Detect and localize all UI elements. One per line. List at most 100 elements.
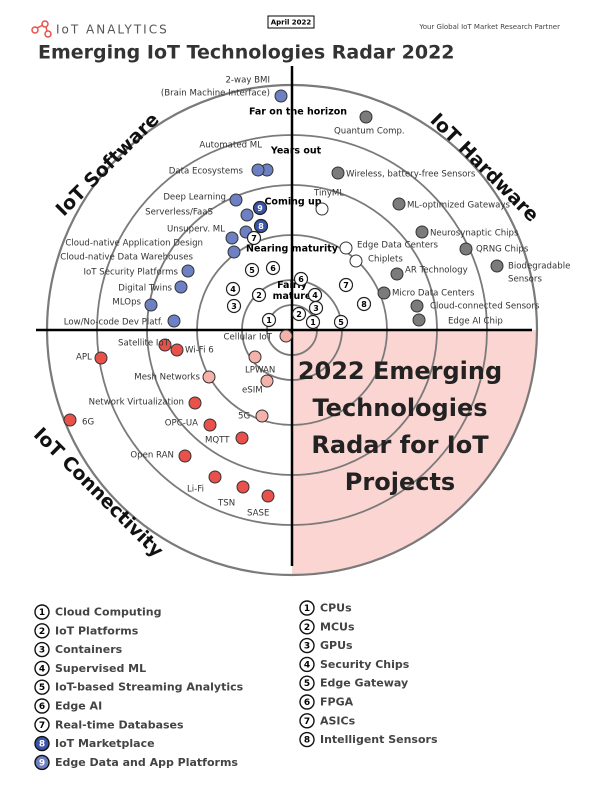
quadrant-label: IoT Software [52, 109, 164, 221]
technology-dot [144, 298, 158, 312]
technology-label: OPC-UA [165, 419, 198, 429]
technology-dot [390, 267, 404, 281]
technology-label: Open RAN [130, 451, 174, 461]
technology-dot [167, 314, 181, 328]
legend-number: 5 [39, 683, 45, 693]
number-label: 8 [361, 300, 367, 309]
legend-label: IoT-based Streaming Analytics [55, 681, 244, 694]
technology-dot [261, 489, 275, 503]
center-text: Projects [345, 468, 455, 496]
technology-label: AR Technology [405, 266, 468, 276]
technology-dot [188, 396, 202, 410]
technology-dot [236, 480, 250, 494]
ring-label: Fairly [277, 280, 308, 291]
technology-label: Cloud-native Application Design [65, 239, 203, 249]
number-dot [252, 200, 268, 216]
technology-dot [158, 338, 172, 352]
number-label: 2 [296, 310, 302, 319]
technology-label: Mesh Networks [134, 373, 200, 383]
legend-number-dot [34, 735, 50, 752]
technology-dot [181, 264, 195, 278]
technology-label: Wi-Fi 6 [185, 346, 214, 356]
technology-label: 6G [82, 418, 94, 428]
legend-number-dot [34, 604, 50, 620]
legend-label: Intelligent Sensors [320, 733, 438, 746]
number-dot [308, 300, 324, 316]
technology-label: MLOps [112, 298, 141, 308]
technology-dot [240, 208, 254, 222]
number-dot [305, 314, 321, 330]
legend-label: FPGA [320, 696, 354, 709]
technology-label: eSIM [242, 386, 263, 396]
technology-label: TSN [217, 499, 235, 509]
number-label: 6 [298, 275, 304, 284]
ring-label: Nearing maturity [246, 244, 339, 255]
center-text: 2022 Emerging [298, 357, 502, 385]
date: April 2022 [271, 19, 312, 27]
title: Emerging IoT Technologies Radar 2022 [38, 42, 455, 64]
technology-label: Sensors [508, 275, 542, 285]
legend-number-dot [34, 679, 50, 695]
technology-dot [349, 254, 363, 268]
technology-label: Cellular IoT [224, 333, 273, 343]
technology-dot [274, 89, 288, 103]
center-text: Radar for IoT [311, 431, 489, 459]
technology-label: MQTT [205, 436, 230, 446]
technology-label: Edge AI Chip [448, 317, 503, 327]
technology-dot [94, 351, 108, 365]
ring-label: Far on the horizon [249, 107, 347, 118]
legend-number: 2 [39, 627, 45, 637]
technology-dot [392, 197, 406, 211]
technology-label: Serverless/FaaS [145, 208, 213, 218]
legend-number-dot [299, 637, 315, 654]
legend-label: CPUs [320, 602, 352, 615]
technology-label: Cloud-connected Sensors [430, 302, 540, 312]
technology-dot [174, 280, 188, 294]
legend: 1 Cloud Computing 2 IoT Platforms 3 Container… [34, 600, 438, 771]
number-label: 7 [343, 281, 349, 290]
legend-number: 3 [304, 642, 310, 652]
legend-number-dot [299, 675, 315, 691]
technology-label: TinyML [313, 189, 344, 199]
number-label: 4 [230, 285, 236, 294]
legend-number-dot [34, 623, 50, 639]
technology-label: Wireless, battery-free Sensors [346, 170, 476, 180]
legend-number-dot [34, 698, 50, 714]
technology-label: Chiplets [368, 255, 403, 265]
number-dot [356, 296, 372, 312]
legend-number: 1 [39, 608, 45, 618]
number-dot [291, 306, 307, 322]
technology-label: Micro Data Centers [392, 289, 475, 299]
technology-label: Network Virtualization [89, 398, 184, 408]
technology-dot [202, 370, 216, 384]
number-label: 8 [258, 222, 264, 231]
legend-number-dot [34, 754, 50, 771]
legend-number-dot [34, 660, 50, 677]
technology-dot [410, 299, 424, 313]
legend-number: 7 [304, 717, 310, 727]
technology-label: Li-Fi [187, 485, 204, 495]
number-dot [338, 277, 354, 293]
legend-number: 2 [304, 623, 310, 633]
technology-label: Biodegradable [508, 262, 570, 272]
number-label: 2 [256, 291, 262, 300]
technology-dot [331, 166, 345, 180]
brand: IoT ANALYTICS [56, 23, 169, 37]
logo-icon [31, 20, 52, 38]
number-label: 1 [266, 316, 272, 325]
technology-label: ML-optimized Gateways [407, 201, 510, 211]
legend-label: Supervised ML [55, 662, 146, 675]
legend-label: IoT Marketplace [55, 737, 155, 750]
technology-label: (Brain Machine Interface) [161, 89, 270, 99]
legend-label: GPUs [320, 639, 353, 652]
technology-label: Unsuperv. ML [167, 225, 225, 235]
legend-number: 1 [304, 604, 310, 614]
highlight-quadrant [292, 330, 537, 575]
legend-label: Edge Gateway [320, 677, 408, 690]
technology-dot [178, 449, 192, 463]
number-dot [251, 287, 267, 303]
legend-number: 6 [304, 698, 310, 708]
legend-label: IoT Platforms [55, 624, 139, 637]
technology-label: LPWAN [245, 366, 275, 376]
technology-dot [279, 329, 293, 343]
